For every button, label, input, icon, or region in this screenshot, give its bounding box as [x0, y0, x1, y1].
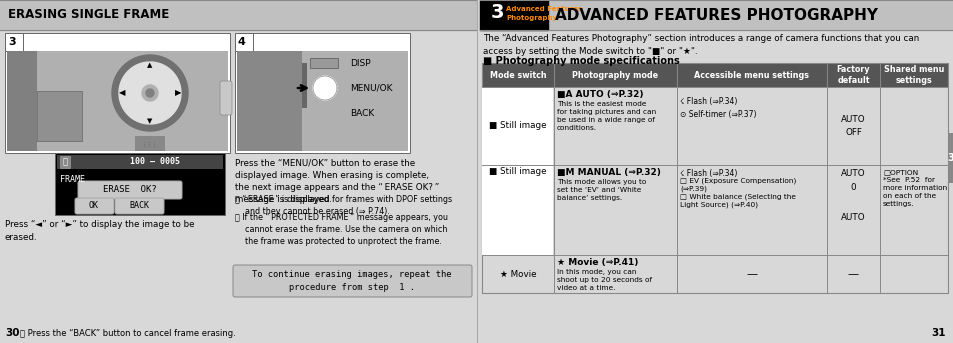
Bar	[302, 63, 307, 108]
Polygon shape	[142, 85, 158, 101]
Text: ★ Movie (⇒P.41): ★ Movie (⇒P.41)	[557, 258, 638, 267]
Bar	[481, 87, 554, 255]
Text: Photography mode: Photography mode	[572, 71, 658, 80]
Text: ■A AUTO (⇒P.32): ■A AUTO (⇒P.32)	[557, 90, 643, 99]
Bar	[234, 33, 410, 153]
Bar	[57, 155, 223, 169]
Text: This mode allows you to
set the ‘EV’ and ‘White
balance’ settings.: This mode allows you to set the ‘EV’ and…	[557, 179, 646, 201]
Text: 30: 30	[5, 328, 19, 338]
FancyBboxPatch shape	[75, 198, 113, 214]
Text: ERASE  OK?: ERASE OK?	[103, 186, 156, 194]
Text: Photography: Photography	[505, 15, 557, 21]
Polygon shape	[146, 89, 153, 97]
Bar	[481, 63, 947, 87]
FancyBboxPatch shape	[78, 181, 182, 199]
Bar	[479, 0, 953, 30]
Bar	[55, 153, 225, 215]
Bar	[0, 0, 476, 30]
Text: This is the easiest mode
for taking pictures and can
be used in a wide range of
: This is the easiest mode for taking pict…	[557, 101, 656, 131]
Bar	[60, 156, 70, 168]
Text: Advanced Features: Advanced Features	[505, 6, 581, 12]
Bar	[236, 51, 302, 151]
Text: OK: OK	[89, 201, 99, 211]
Text: ■ Still image: ■ Still image	[489, 166, 546, 176]
Text: ■ Photography mode specifications: ■ Photography mode specifications	[482, 56, 679, 66]
Bar	[37, 91, 82, 141]
FancyBboxPatch shape	[115, 198, 164, 214]
Bar	[482, 87, 553, 255]
Text: Factory
default: Factory default	[836, 65, 869, 85]
Text: □OPTION
*See  P.52  for
more information
on each of the
settings.: □OPTION *See P.52 for more information o…	[882, 169, 946, 207]
Bar	[481, 63, 947, 293]
Text: 4: 4	[237, 37, 246, 47]
Text: ■ Still image: ■ Still image	[489, 121, 546, 130]
Text: AUTO: AUTO	[841, 168, 865, 177]
Text: MENU/OK: MENU/OK	[350, 83, 392, 93]
Text: □ EV (Exposure Compensation)
(⇒P.39): □ EV (Exposure Compensation) (⇒P.39)	[679, 178, 796, 192]
Text: 3: 3	[8, 37, 15, 47]
Bar	[7, 51, 228, 151]
Polygon shape	[112, 55, 188, 131]
Text: ☇ Flash (⇒P.34)
⊙ Self-timer (⇒P.37): ☇ Flash (⇒P.34) ⊙ Self-timer (⇒P.37)	[679, 97, 756, 119]
Bar	[5, 33, 23, 51]
Text: BACK: BACK	[129, 201, 149, 211]
Text: ☇ Flash (⇒P.34): ☇ Flash (⇒P.34)	[679, 169, 737, 178]
Text: ERASING SINGLE FRAME: ERASING SINGLE FRAME	[8, 9, 169, 22]
Text: 31: 31	[930, 328, 945, 338]
Text: To continue erasing images, repeat the
procedure from step  1 .: To continue erasing images, repeat the p…	[252, 270, 452, 292]
Text: ★ Movie: ★ Movie	[499, 270, 536, 279]
FancyBboxPatch shape	[220, 81, 232, 115]
Text: 3: 3	[491, 3, 504, 23]
Text: Accessible menu settings: Accessible menu settings	[694, 71, 809, 80]
Text: ⓘ Press the “BACK” button to cancel frame erasing.: ⓘ Press the “BACK” button to cancel fram…	[20, 329, 235, 338]
Text: 100 — 0005: 100 — 0005	[130, 157, 180, 166]
FancyBboxPatch shape	[233, 265, 472, 297]
Text: ⋮⋮⋮: ⋮⋮⋮	[142, 142, 158, 146]
Text: ◀: ◀	[118, 88, 125, 97]
Text: —: —	[745, 269, 757, 279]
Text: 3: 3	[946, 153, 953, 163]
Text: Press the “MENU/OK” button to erase the
displayed image. When erasing is complet: Press the “MENU/OK” button to erase the …	[234, 158, 438, 204]
Text: Press “◄” or “►” to display the image to be
erased.: Press “◄” or “►” to display the image to…	[5, 220, 194, 241]
Text: ▲: ▲	[147, 62, 152, 68]
Text: Shared menu
settings: Shared menu settings	[882, 65, 943, 85]
Text: —: —	[847, 269, 858, 279]
Text: BACK: BACK	[350, 108, 374, 118]
Text: In this mode, you can
shoot up to 20 seconds of
video at a time.: In this mode, you can shoot up to 20 sec…	[557, 269, 652, 291]
Text: 🗑: 🗑	[63, 157, 68, 166]
Text: □ White balance (Selecting the
Light Source) (⇒P.40): □ White balance (Selecting the Light Sou…	[679, 193, 795, 208]
Bar	[7, 51, 37, 151]
Text: ⓘ “ ERASE ” is displayed for frames with DPOF settings
    and they cannot be er: ⓘ “ ERASE ” is displayed for frames with…	[234, 195, 452, 216]
Text: 0: 0	[850, 182, 856, 191]
Text: ▼: ▼	[147, 118, 152, 124]
Bar	[234, 33, 253, 51]
Bar	[479, 0, 547, 30]
Bar	[482, 87, 553, 255]
Text: FRAME: FRAME	[60, 175, 85, 184]
Text: The “Advanced Features Photography” section introduces a range of camera functio: The “Advanced Features Photography” sect…	[482, 34, 919, 56]
Bar	[310, 58, 337, 68]
Text: ▶: ▶	[174, 88, 181, 97]
Polygon shape	[119, 62, 181, 124]
Text: AUTO: AUTO	[841, 213, 865, 222]
Text: ADVANCED FEATURES PHOTOGRAPHY: ADVANCED FEATURES PHOTOGRAPHY	[555, 8, 877, 23]
Bar	[135, 136, 165, 151]
Polygon shape	[313, 76, 336, 100]
Text: DISP: DISP	[350, 59, 370, 68]
Text: ⓘ If the “ PROTECTED FRAME ” message appears, you
    cannot erase the frame. Us: ⓘ If the “ PROTECTED FRAME ” message app…	[234, 213, 448, 246]
Text: Mode switch: Mode switch	[489, 71, 546, 80]
Bar	[5, 33, 230, 153]
Bar	[236, 51, 408, 151]
Text: AUTO
OFF: AUTO OFF	[841, 115, 865, 137]
Text: ■M MANUAL (⇒P.32): ■M MANUAL (⇒P.32)	[557, 168, 660, 177]
Bar	[947, 133, 953, 183]
